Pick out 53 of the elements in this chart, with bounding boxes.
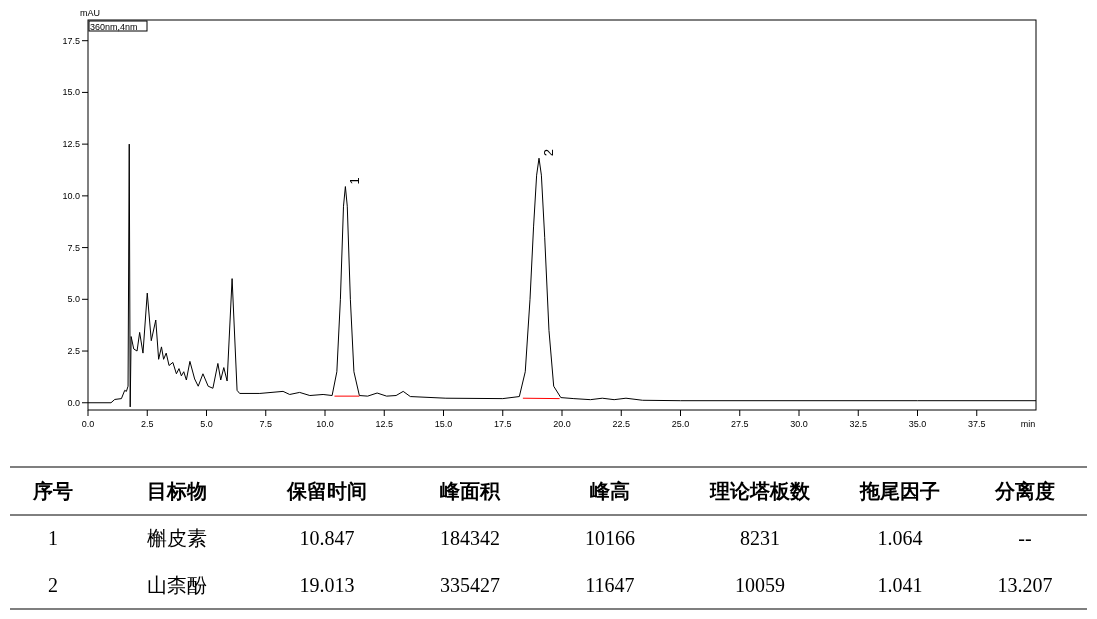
y-tick-label: 5.0	[67, 294, 80, 305]
x-tick-label: 7.5	[259, 419, 273, 429]
text: 19.013	[299, 574, 355, 596]
text: 1	[48, 527, 58, 549]
text: 山柰酚	[147, 574, 207, 596]
text: 1.064	[877, 527, 923, 549]
legend: 360nm,4nm	[88, 20, 148, 32]
text: 分离度	[994, 480, 1055, 502]
x-tick-label: 22.5	[612, 419, 631, 429]
text: 序号	[32, 480, 73, 502]
text: 槲皮素	[147, 527, 207, 549]
x-tick-label: 25.0	[671, 419, 690, 429]
y-tick-label: 15.0	[62, 87, 80, 98]
y-tick-label: 0.0	[67, 397, 80, 408]
x-tick-label: 37.5	[967, 419, 986, 429]
text: 335427	[440, 574, 500, 596]
text: 11647	[585, 574, 635, 596]
text: 拖尾因子	[859, 480, 940, 502]
x-tick-label: 0.0	[81, 419, 95, 429]
text: 13.207	[997, 574, 1053, 596]
text: 2	[48, 574, 58, 596]
text: --	[1018, 527, 1032, 549]
y-tick-label: 2.5	[67, 346, 80, 357]
x-tick-label: 30.0	[790, 419, 808, 429]
text: 理论塔板数	[709, 480, 811, 502]
x-tick-label: 5.0	[200, 419, 213, 429]
y-tick-label: 12.5	[62, 139, 80, 150]
text: 目标物	[147, 480, 207, 502]
text: 峰高	[590, 480, 630, 502]
x-tick-label: 32.5	[849, 419, 868, 429]
x-tick-label: 17.5	[493, 419, 512, 429]
y-tick-label: 17.5	[62, 35, 80, 46]
annotation: 2	[540, 148, 556, 157]
x-tick-label: 12.5	[375, 419, 394, 429]
text: 10166	[585, 527, 635, 549]
text: 保留时间	[286, 480, 367, 502]
text: 峰面积	[440, 480, 501, 502]
y-tick-label: 7.5	[67, 242, 80, 253]
x-tick-label: 2.5	[140, 419, 154, 429]
text: 1.041	[877, 574, 923, 596]
x-axis-title: min	[1020, 419, 1036, 429]
text: 8231	[740, 527, 780, 549]
x-tick-label: 20.0	[553, 419, 571, 429]
annotation: 1	[346, 177, 362, 185]
x-tick-label: 15.0	[434, 419, 453, 429]
x-tick-label: 35.0	[908, 419, 927, 429]
y-tick-label: 10.0	[62, 190, 80, 201]
y-axis-title: mAU	[80, 8, 100, 18]
text: 10059	[735, 574, 785, 596]
text: 184342	[440, 527, 500, 549]
text: 10.847	[299, 527, 355, 549]
x-tick-label: 27.5	[730, 419, 749, 429]
x-tick-label: 10.0	[316, 419, 334, 429]
